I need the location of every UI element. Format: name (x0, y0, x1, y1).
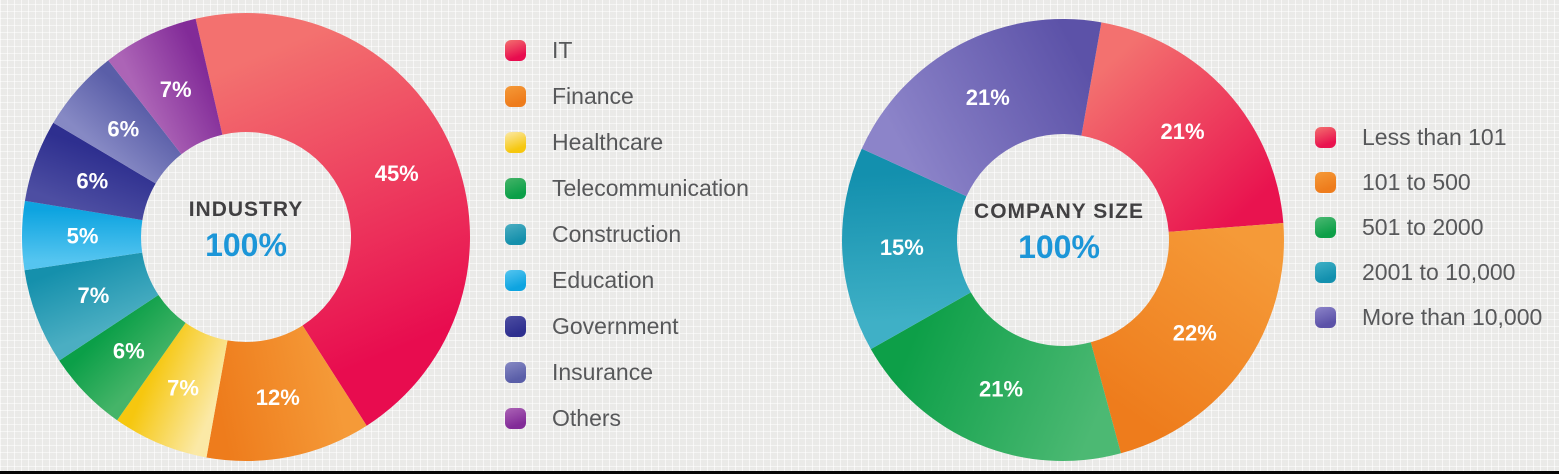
legend-label-healthcare: Healthcare (552, 128, 664, 155)
company-size-center-text: COMPANY SIZE 100% (974, 200, 1144, 266)
slice-value-label-construction: 7% (77, 283, 109, 308)
legend-item-government: Government (505, 303, 749, 349)
slice-it (195, 13, 470, 426)
legend-swatch-government (505, 315, 526, 337)
slice-value-label-finance: 12% (256, 385, 300, 410)
slice-construction (24, 252, 159, 361)
legend-label-it: IT (552, 36, 573, 63)
slice-101-to-500 (1090, 223, 1284, 454)
legend-item-more-than-10-000: More than 10,000 (1315, 295, 1542, 340)
slice-healthcare (117, 322, 228, 458)
slice-value-label-government: 6% (76, 169, 108, 194)
slice-2001-to-10-000 (842, 148, 971, 350)
legend-item-insurance: Insurance (505, 349, 749, 395)
industry-legend: IT Finance Healthcare Telecommunication Cons… (505, 27, 749, 441)
legend-label-101-to-500: 101 to 500 (1362, 169, 1471, 195)
legend-swatch-501-to-2000 (1315, 217, 1336, 238)
legend-label-more-than-10-000: More than 10,000 (1362, 304, 1543, 330)
legend-item-education: Education (505, 257, 749, 303)
industry-chart-total: 100% (205, 227, 287, 263)
legend-swatch-education (505, 269, 526, 291)
legend-swatch-insurance (505, 361, 526, 383)
legend-item-others: Others (505, 395, 749, 441)
legend-item-construction: Construction (505, 211, 749, 257)
legend-swatch-2001-to-10-000 (1315, 262, 1336, 283)
slice-501-to-2000 (870, 292, 1121, 462)
slice-education (21, 200, 143, 271)
slice-value-label-telecommunication: 6% (113, 338, 145, 363)
slice-government (24, 122, 156, 221)
industry-center-text: INDUSTRY 100% (189, 198, 304, 264)
legend-swatch-others (505, 407, 526, 429)
legend-label-501-to-2000: 501 to 2000 (1362, 214, 1484, 240)
slice-value-label-education: 5% (67, 223, 99, 248)
slice-value-label-101-to-500: 22% (1173, 320, 1217, 345)
slice-telecommunication (59, 294, 186, 421)
legend-label-construction: Construction (552, 220, 682, 247)
slice-value-label-others: 7% (160, 77, 192, 102)
industry-chart-title: INDUSTRY (188, 198, 304, 221)
legend-item-2001-to-10-000: 2001 to 10,000 (1315, 250, 1542, 295)
legend-label-2001-to-10-000: 2001 to 10,000 (1362, 259, 1516, 285)
slice-others (108, 18, 223, 155)
legend-item-telecommunication: Telecommunication (505, 165, 749, 211)
legend-swatch-less-than-101 (1315, 127, 1336, 148)
legend-item-healthcare: Healthcare (505, 119, 749, 165)
legend-swatch-telecommunication (505, 177, 526, 199)
company-size-chart-total: 100% (1018, 229, 1100, 265)
slice-value-label-more-than-10-000: 21% (966, 85, 1010, 110)
legend-swatch-more-than-10-000 (1315, 307, 1336, 328)
legend-item-101-to-500: 101 to 500 (1315, 160, 1542, 205)
slice-finance (206, 325, 367, 461)
company-size-chart-title: COMPANY SIZE (974, 200, 1144, 223)
legend-swatch-finance (505, 85, 526, 107)
legend-label-less-than-101: Less than 101 (1362, 124, 1507, 150)
slice-value-label-2001-to-10-000: 15% (880, 235, 924, 260)
legend-label-education: Education (552, 266, 655, 293)
slice-value-label-it: 45% (375, 161, 419, 186)
slice-insurance (53, 60, 182, 184)
slice-value-label-less-than-101: 21% (1160, 119, 1204, 144)
legend-label-others: Others (552, 404, 622, 431)
company-size-legend: Less than 101 101 to 500 501 to 2000 2001 t… (1315, 115, 1542, 340)
bottom-border-line (0, 471, 1559, 474)
legend-swatch-healthcare (505, 131, 526, 153)
company-size-donut-chart: 21% 22% 21% 15% 21% (842, 18, 1284, 462)
industry-donut-chart: 45% 12% 7% 6% 7% 5% 6% 6% 7% (21, 13, 470, 461)
slice-less-than-101 (1081, 22, 1284, 232)
slice-more-than-10-000 (861, 18, 1102, 197)
slice-value-label-501-to-2000: 21% (979, 376, 1023, 401)
slice-value-label-insurance: 6% (107, 116, 139, 141)
legend-item-finance: Finance (505, 73, 749, 119)
legend-label-finance: Finance (552, 82, 634, 109)
legend-swatch-construction (505, 223, 526, 245)
legend-label-government: Government (552, 312, 679, 339)
slice-value-label-healthcare: 7% (167, 375, 199, 400)
legend-swatch-101-to-500 (1315, 172, 1336, 193)
legend-label-insurance: Insurance (552, 358, 654, 385)
legend-swatch-it (505, 39, 526, 61)
legend-label-telecommunication: Telecommunication (552, 174, 749, 201)
legend-item-501-to-2000: 501 to 2000 (1315, 205, 1542, 250)
legend-item-less-than-101: Less than 101 (1315, 115, 1542, 160)
legend-item-it: IT (505, 27, 749, 73)
